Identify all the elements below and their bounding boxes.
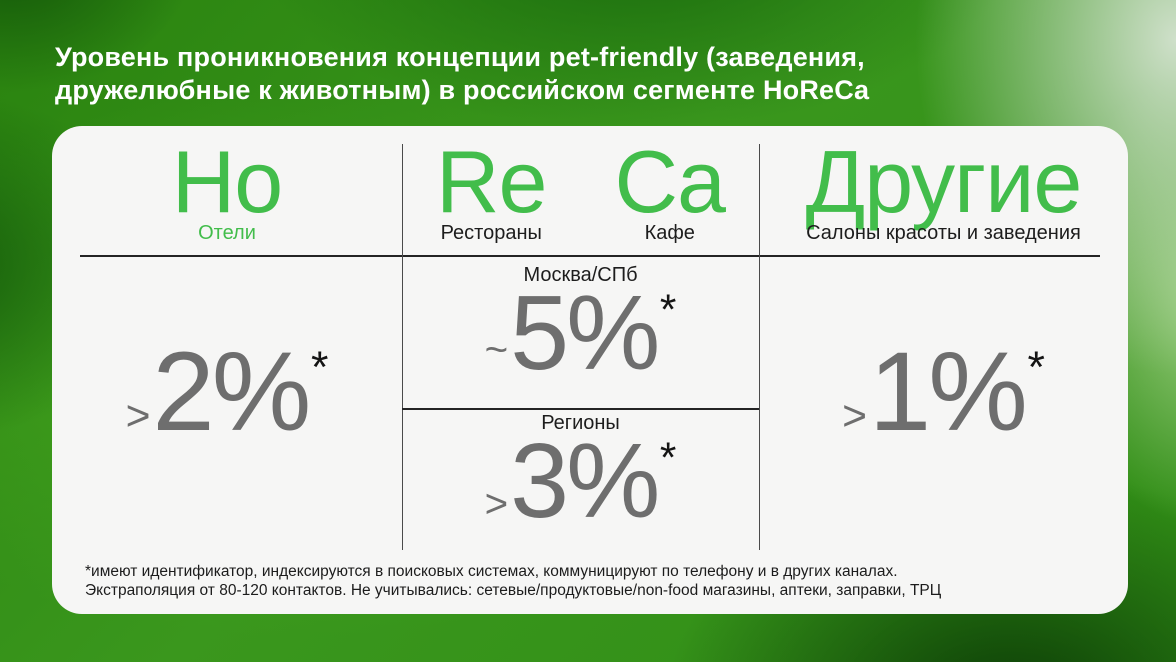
moscow-spb-value-prefix: ~: [484, 326, 509, 372]
column-divider-2: [759, 144, 760, 550]
stats-card: Но Отели Re Рестораны Ca Кафе Другие Сал…: [52, 126, 1128, 614]
hotels-letters: Но: [171, 132, 284, 231]
others-value-cell: >1%*: [759, 257, 1128, 550]
footnote-line-2: Экстраполяция от 80-120 контактов. Не уч…: [85, 582, 942, 599]
hotels-value-cell: >2%*: [52, 257, 402, 550]
others-value: >1%*: [842, 335, 1045, 464]
moscow-spb-footnote-marker: *: [659, 286, 677, 334]
hotels-sublabel: Отели: [198, 222, 256, 244]
header-underline: [80, 255, 1100, 257]
others-value-number: 1%: [868, 328, 1028, 454]
regions-label: Регионы: [541, 411, 620, 434]
cafes-sublabel: Кафе: [644, 222, 695, 244]
column-header-others: Другие Салоны красоты и заведения: [759, 126, 1128, 255]
regions-value-cell: Регионы >3%*: [402, 410, 759, 550]
hotels-footnote-marker: *: [310, 342, 329, 393]
restaurants-sublabel: Рестораны: [440, 222, 542, 244]
others-footnote-marker: *: [1027, 342, 1045, 393]
others-letters: Другие: [805, 132, 1083, 231]
restaurants-letters: Re: [436, 132, 547, 231]
slide-title: Уровень проникновения концепции pet-frie…: [55, 41, 869, 107]
regions-value: >3%*: [484, 428, 677, 550]
moscow-spb-value-cell: Москва/СПб ~5%*: [402, 257, 759, 408]
footnote-line-1: *имеют идентификатор, индексируются в по…: [85, 563, 898, 580]
footnote: *имеют идентификатор, индексируются в по…: [85, 562, 1095, 600]
cafes-header: Ca Кафе: [581, 126, 760, 255]
moscow-spb-value: ~5%*: [484, 280, 677, 402]
moscow-spb-label: Москва/СПб: [523, 264, 638, 286]
hotels-value: >2%*: [125, 335, 329, 464]
moscow-regions-divider: [402, 408, 759, 410]
regions-value-number: 3%: [510, 421, 660, 540]
column-header-hotels: Но Отели: [52, 126, 402, 255]
title-line-2: дружелюбные к животным) в российском сег…: [55, 75, 870, 105]
column-divider-1: [402, 144, 403, 550]
restaurants-header: Re Рестораны: [402, 126, 581, 255]
regions-footnote-marker: *: [659, 433, 677, 481]
column-header-restaurants-cafes: Re Рестораны Ca Кафе: [402, 126, 759, 255]
cafes-letters: Ca: [614, 132, 726, 231]
hotels-value-number: 2%: [152, 328, 311, 454]
hotels-value-prefix: >: [125, 391, 151, 440]
moscow-spb-value-number: 5%: [510, 274, 660, 392]
title-line-1: Уровень проникновения концепции pet-frie…: [55, 42, 865, 72]
others-sublabel: Салоны красоты и заведения: [806, 222, 1081, 244]
others-value-prefix: >: [842, 391, 867, 440]
regions-value-prefix: >: [484, 480, 509, 526]
